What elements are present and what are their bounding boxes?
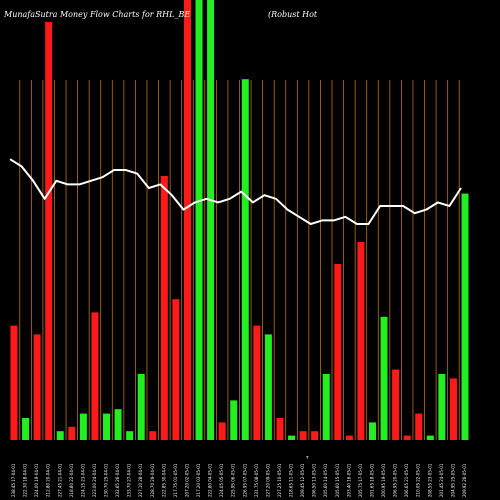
bar xyxy=(253,325,261,440)
x-tick-label: 224.00 19-04-01 xyxy=(34,463,39,497)
bar xyxy=(368,422,376,440)
x-tick-label: 205.60 14-05-01 xyxy=(323,463,328,497)
bar xyxy=(103,413,111,440)
extra-label: ₹ xyxy=(306,455,309,460)
bar xyxy=(392,369,400,440)
x-tick-label: 227.25 10-05-01 xyxy=(277,463,282,497)
bar xyxy=(56,431,64,440)
x-tick-label: 238.45 17-04-01 xyxy=(11,463,16,497)
x-tick-label: 204.95 25-05-01 xyxy=(450,463,455,497)
bar xyxy=(380,316,388,440)
bar xyxy=(299,431,307,440)
x-tick-label: 224.15 23-04-01 xyxy=(80,463,85,497)
x-tick-label: 217.75 01-05-01 xyxy=(173,463,178,497)
bar xyxy=(357,242,365,440)
chart-title-right: (Robust Hot xyxy=(268,10,318,19)
x-tick-label: 205.60 15-05-01 xyxy=(335,463,340,497)
chart-title-left: MunafaSutra Money Flow Charts for RHL_BE xyxy=(3,10,190,19)
x-tick-label: 222.80 04-05-01 xyxy=(208,463,213,497)
x-tick-label: 206.65 21-05-01 xyxy=(404,463,409,497)
bar xyxy=(288,435,296,440)
bar xyxy=(79,413,87,440)
bar xyxy=(183,0,191,440)
x-tick-label: 230.70 25-04-01 xyxy=(104,463,109,497)
x-tick-label: 218.65 11-05-01 xyxy=(289,463,294,497)
x-tick-label: 228.70 29-04-01 xyxy=(150,463,155,497)
bar xyxy=(276,418,284,440)
line-series xyxy=(9,158,462,225)
bar xyxy=(449,378,457,440)
gridlines xyxy=(19,80,460,440)
bar xyxy=(461,193,469,440)
bar xyxy=(345,435,353,440)
x-tick-label: 226.95 07-05-01 xyxy=(242,463,247,497)
bar xyxy=(426,435,434,440)
x-tick-label: 209.45 12-05-01 xyxy=(300,463,305,497)
x-tick-label: 201.65 18-05-01 xyxy=(369,463,374,497)
x-tick-label: 207.20 02-05-01 xyxy=(184,463,189,497)
x-tick-label: 224.05 05-05-01 xyxy=(219,463,224,497)
x-tick-label: 201.45 24-05-01 xyxy=(439,463,444,497)
bar xyxy=(438,374,446,440)
x-tick-label: 227.10 28-04-01 xyxy=(138,463,143,497)
x-tick-label: 205.75 17-05-01 xyxy=(358,463,363,497)
money-flow-line xyxy=(9,158,462,225)
x-tick-label: 208.55 23-05-01 xyxy=(427,463,432,497)
bar xyxy=(149,431,157,440)
x-tick-label: 200.95 19-05-01 xyxy=(381,463,386,497)
bar xyxy=(22,418,30,440)
x-tick-label: 225.95 06-05-01 xyxy=(231,463,236,497)
bar xyxy=(415,413,423,440)
bar xyxy=(137,374,145,440)
x-tick-label: 222.30 18-04-01 xyxy=(23,463,28,497)
bar xyxy=(264,334,272,440)
x-tick-label: 209.92 26-05-01 xyxy=(462,463,467,497)
x-tick-label: 217.20 03-05-01 xyxy=(196,463,201,497)
x-tick-label: 212.80 20-04-01 xyxy=(46,463,51,497)
x-tick-label: 223.00 24-04-01 xyxy=(92,463,97,497)
bar xyxy=(403,435,411,440)
x-tick-labels: 238.45 17-04-01 222.30 18-04-01 224.00 19-… xyxy=(11,463,467,497)
x-tick-label: 227.20 09-05-01 xyxy=(265,463,270,497)
bar xyxy=(218,422,226,440)
x-tick-label: 231.75 08-05-01 xyxy=(254,463,259,497)
bar xyxy=(334,264,342,440)
x-tick-label: 233.70 27-04-01 xyxy=(127,463,132,497)
bar xyxy=(126,431,134,440)
x-tick-label: 206.50 13-05-01 xyxy=(312,463,317,497)
bar xyxy=(322,374,330,440)
x-tick-label: 218.80 22-04-01 xyxy=(69,463,74,497)
x-tick-label: 206.95 20-05-01 xyxy=(393,463,398,497)
x-tick-label: 203.40 16-05-01 xyxy=(346,463,351,497)
bar xyxy=(241,79,249,440)
bars xyxy=(10,0,469,440)
bar xyxy=(114,409,122,440)
bar xyxy=(207,0,215,440)
bar xyxy=(311,431,319,440)
bar xyxy=(33,334,41,440)
bar xyxy=(91,312,99,440)
bar xyxy=(230,400,238,440)
x-tick-label: 232.65 26-04-01 xyxy=(115,463,120,497)
bar xyxy=(172,299,180,440)
bar xyxy=(10,325,18,440)
bar xyxy=(45,22,53,440)
x-tick-label: 222.85 30-04-01 xyxy=(161,463,166,497)
bar xyxy=(195,0,203,440)
x-tick-label: 227.45 21-04-01 xyxy=(57,463,62,497)
bar xyxy=(68,426,76,440)
bar xyxy=(160,176,168,440)
x-tick-label: 210.05 22-05-01 xyxy=(416,463,421,497)
